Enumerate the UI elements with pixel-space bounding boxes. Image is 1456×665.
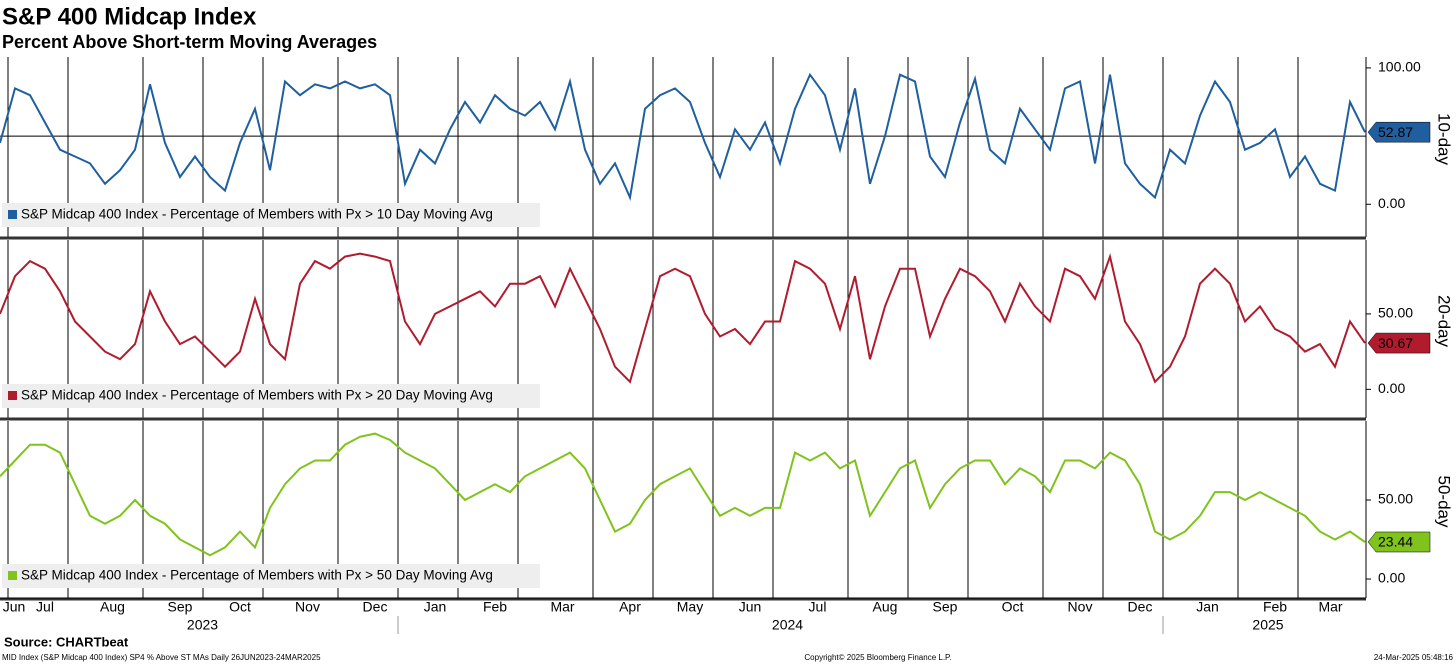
year-label: 2024 <box>772 617 803 633</box>
last-value-label: 52.87 <box>1378 124 1413 140</box>
x-tick-label: Jan <box>1196 599 1219 615</box>
data-line <box>0 432 1366 557</box>
x-tick-label: Apr <box>619 599 641 615</box>
x-tick-label: Feb <box>1263 599 1287 615</box>
legend-swatch <box>8 571 17 580</box>
x-tick-label: Sep <box>168 599 193 615</box>
x-tick-label: Dec <box>363 599 388 615</box>
x-tick-label: Jul <box>36 599 54 615</box>
x-tick-label: Aug <box>873 599 898 615</box>
last-value-badge <box>1367 121 1431 143</box>
x-tick-label: Dec <box>1128 599 1153 615</box>
x-tick-label: Oct <box>1002 599 1024 615</box>
x-tick-label: Mar <box>1318 599 1342 615</box>
copyright: Copyright© 2025 Bloomberg Finance L.P. <box>804 653 951 662</box>
year-label: 2025 <box>1252 617 1283 633</box>
legend-label: S&P Midcap 400 Index - Percentage of Mem… <box>21 568 493 583</box>
chart-subtitle: Percent Above Short-term Moving Averages <box>2 32 377 52</box>
legend-label: S&P Midcap 400 Index - Percentage of Mem… <box>21 207 493 222</box>
last-value-badge <box>1367 531 1431 553</box>
x-tick-label: Oct <box>229 599 251 615</box>
y-tick-label: 100.00 <box>1378 59 1421 75</box>
x-tick-label: Jan <box>424 599 447 615</box>
x-tick-label: Jul <box>809 599 827 615</box>
panel-label: 20-day <box>1435 295 1454 347</box>
y-tick-label: 50.00 <box>1378 491 1413 507</box>
legend-box <box>2 564 540 588</box>
last-value-badge <box>1367 332 1431 354</box>
last-value-label: 30.67 <box>1378 335 1413 351</box>
x-tick-label: Nov <box>1068 599 1093 615</box>
x-tick-label: Jun <box>3 599 26 615</box>
last-value-label: 23.44 <box>1378 534 1413 550</box>
panel-label: 50-day <box>1435 476 1454 528</box>
legend-label: S&P Midcap 400 Index - Percentage of Mem… <box>21 388 493 403</box>
x-tick-label: Mar <box>550 599 574 615</box>
legend-swatch <box>8 210 17 219</box>
x-tick-label: Aug <box>100 599 125 615</box>
legend-box <box>2 384 540 408</box>
y-tick-label: 0.00 <box>1378 570 1405 586</box>
panel-label: 10-day <box>1435 113 1454 165</box>
data-line <box>0 252 1366 384</box>
chart-title: S&P 400 Midcap Index <box>2 3 257 30</box>
x-tick-label: Nov <box>295 599 320 615</box>
data-line <box>0 72 1366 201</box>
y-tick-label: 50.00 <box>1378 305 1413 321</box>
footnote: MID Index (S&P Midcap 400 Index) SP4 % A… <box>2 653 321 662</box>
year-label: 2023 <box>187 617 218 633</box>
x-tick-label: May <box>677 599 703 615</box>
timestamp: 24-Mar-2025 05:48:16 <box>1374 653 1454 662</box>
x-tick-label: Jun <box>739 599 762 615</box>
y-tick-label: 0.00 <box>1378 380 1405 396</box>
legend-box <box>2 203 540 227</box>
x-tick-label: Sep <box>933 599 958 615</box>
source: Source: CHARTbeat <box>4 634 129 649</box>
legend-swatch <box>8 391 17 400</box>
y-tick-label: 0.00 <box>1378 195 1405 211</box>
x-tick-label: Feb <box>483 599 507 615</box>
